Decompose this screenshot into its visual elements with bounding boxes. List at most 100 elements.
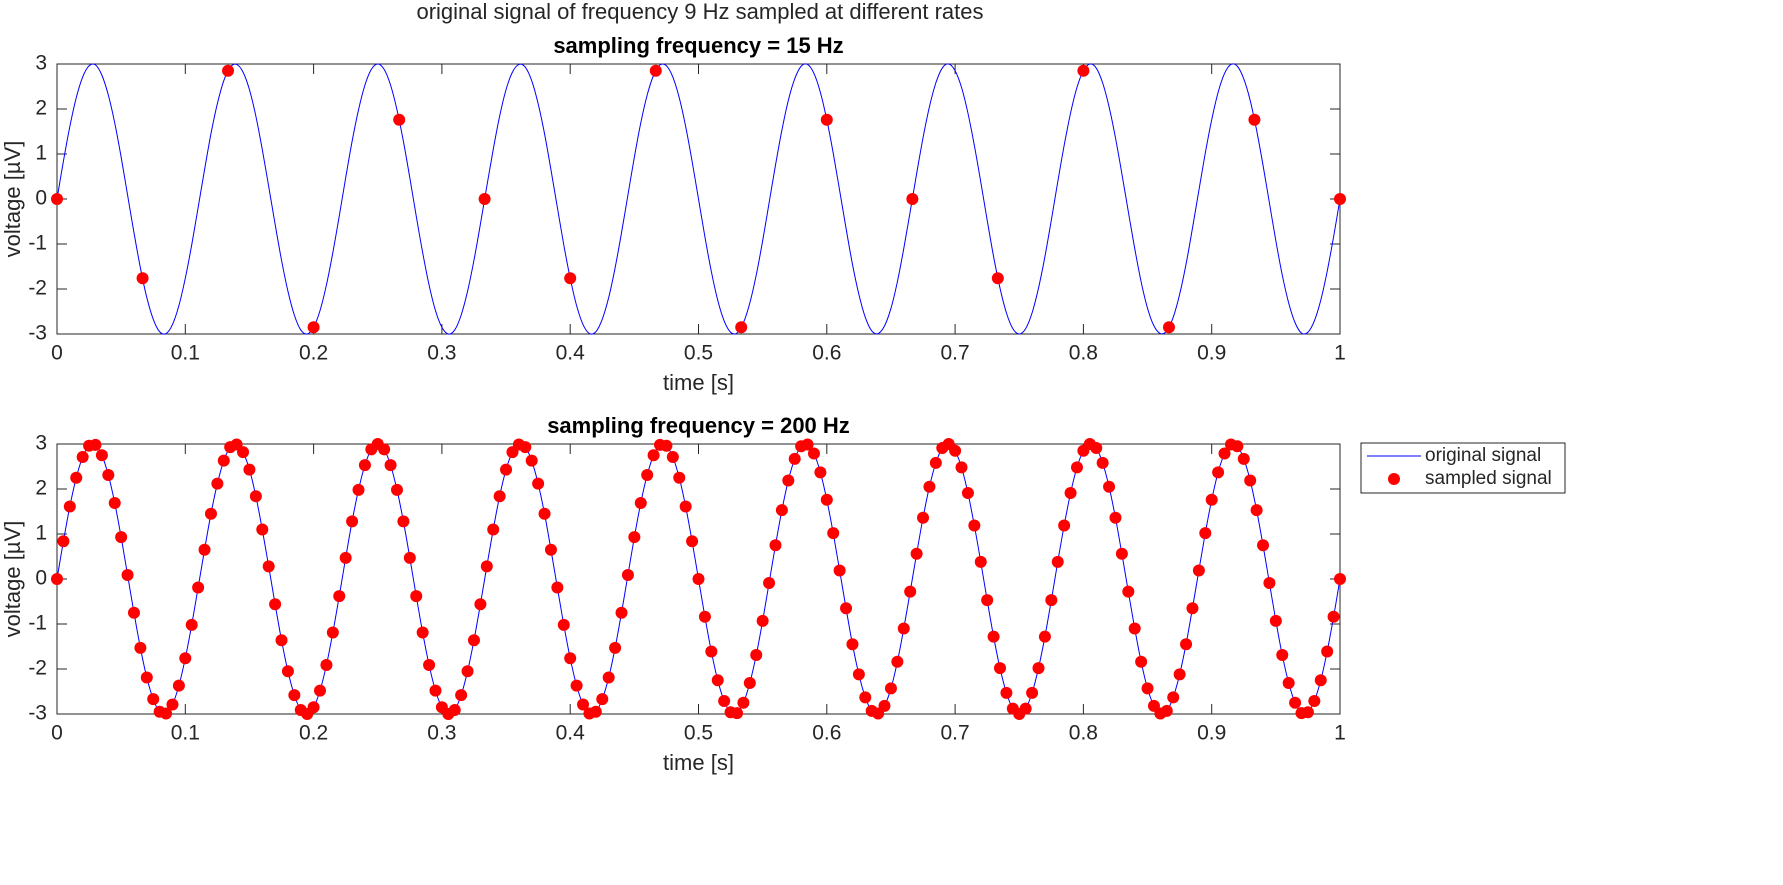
sample-point (1032, 662, 1045, 675)
sample-point (878, 699, 891, 712)
sample-point (57, 535, 70, 548)
sample-point (649, 64, 662, 77)
sample-point (737, 696, 750, 709)
y-tick-label: -3 (28, 322, 47, 345)
sample-point (557, 618, 570, 631)
sample-point (416, 626, 429, 639)
sample-point (596, 693, 609, 706)
sample-point (743, 676, 756, 689)
sample-point (788, 452, 801, 465)
chart-title: sampling frequency = 15 Hz (553, 33, 843, 58)
sample-point (1244, 474, 1257, 487)
sample-point (1212, 466, 1225, 479)
sample-point (1282, 676, 1295, 689)
sample-point (423, 658, 436, 671)
sample-point (204, 507, 217, 520)
sample-point (115, 531, 128, 544)
sample-point (1019, 702, 1032, 715)
sample-point (897, 622, 910, 635)
x-tick-label: 0.8 (1069, 722, 1098, 745)
sample-point (1327, 610, 1340, 623)
y-tick-label: 3 (35, 52, 47, 75)
sample-point (1334, 193, 1346, 205)
sample-point (961, 487, 974, 500)
sample-point (949, 444, 962, 457)
sample-point (269, 598, 282, 611)
sample-point (76, 451, 89, 464)
sample-point (467, 634, 480, 647)
sample-point (1173, 668, 1186, 681)
sample-point (1026, 686, 1039, 699)
sample-point (609, 641, 622, 654)
sample-point (147, 693, 160, 706)
sample-point (1090, 442, 1103, 455)
sample-point (852, 668, 865, 681)
y-tick-label: -2 (28, 657, 47, 680)
sample-point (1301, 706, 1314, 719)
sample-point (160, 707, 173, 720)
sample-point (647, 449, 660, 462)
y-axis-label: voltage [µV] (0, 521, 25, 638)
x-tick-label: 0 (51, 722, 63, 745)
sample-point (1167, 691, 1180, 704)
y-tick-label: -2 (28, 277, 47, 300)
sample-point (532, 477, 545, 490)
sample-point (814, 466, 827, 479)
sample-point (904, 585, 917, 598)
sample-point (750, 649, 763, 662)
y-tick-label: 2 (35, 97, 47, 120)
sample-point (1321, 645, 1334, 658)
sample-point (987, 630, 1000, 643)
x-tick-label: 1 (1334, 722, 1346, 745)
sample-point (51, 193, 63, 205)
sample-point (198, 543, 211, 556)
sample-point (333, 590, 346, 603)
sample-point (730, 707, 743, 720)
sample-point (974, 555, 987, 568)
sample-point (641, 469, 654, 482)
sample-point (1276, 649, 1289, 662)
sample-point (698, 610, 711, 623)
y-tick-label: 0 (35, 567, 47, 590)
sample-point (500, 463, 513, 476)
sample-point (621, 568, 634, 581)
sample-point (884, 682, 897, 695)
y-tick-label: 3 (35, 432, 47, 455)
sample-point (840, 602, 853, 615)
sample-point (1180, 638, 1193, 651)
sample-point (1308, 694, 1321, 707)
sample-point (769, 539, 782, 552)
sample-point (134, 641, 147, 654)
axes: 0 0.1 0.2 0.3 0.4 0.5 0.6 0.7 0.8 0.9 1 -3 -2 -1 0 1 2 3 s… (0, 413, 1346, 775)
sample-point (211, 477, 224, 490)
sample-point (185, 618, 198, 631)
sample-point (1115, 547, 1128, 560)
sample-point (955, 461, 968, 474)
sample-point (172, 679, 185, 692)
sample-point (1051, 555, 1064, 568)
sample-point (859, 691, 872, 704)
sample-point (51, 573, 63, 585)
y-axis-label: voltage [µV] (0, 141, 25, 258)
sample-point (1263, 577, 1276, 590)
legend-marker (1388, 473, 1400, 485)
sample-point (403, 551, 416, 564)
sample-point (991, 272, 1004, 285)
sample-point (551, 581, 564, 594)
sample-point (1257, 539, 1270, 552)
sample-point (281, 665, 294, 678)
sample-point (570, 679, 583, 692)
sample-point (326, 626, 339, 639)
sample-point (1045, 594, 1058, 607)
sample-point (1269, 614, 1282, 627)
sample-point (384, 459, 397, 472)
sample-point (519, 441, 532, 454)
x-tick-label: 0.2 (299, 342, 328, 365)
sample-point (673, 471, 686, 484)
sample-point (910, 547, 923, 560)
sample-point (222, 64, 235, 77)
sample-point (589, 705, 602, 718)
legend-label: sampled signal (1425, 468, 1552, 489)
y-tick-label: 2 (35, 477, 47, 500)
